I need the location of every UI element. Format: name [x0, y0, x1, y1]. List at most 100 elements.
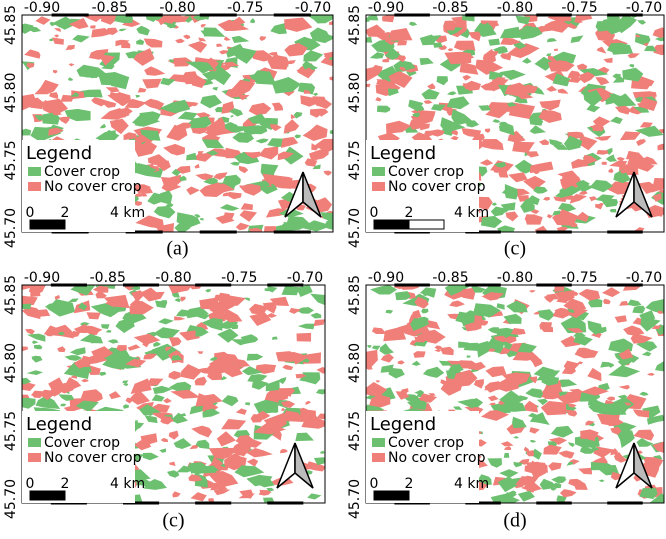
field-patch: [264, 288, 271, 292]
field-patch: [451, 130, 459, 136]
field-patch: [471, 285, 487, 293]
field-patch: [190, 492, 207, 502]
field-patch: [500, 53, 512, 61]
field-patch: [309, 146, 329, 161]
field-patch: [485, 128, 491, 133]
field-patch: [603, 418, 624, 427]
x-tick-label: -0.80: [155, 270, 191, 286]
field-patch: [443, 20, 457, 31]
field-patch: [546, 85, 558, 92]
field-patch: [641, 351, 652, 357]
field-patch: [163, 143, 186, 156]
field-patch: [129, 390, 150, 405]
legend-swatch: [372, 453, 385, 462]
field-patch: [239, 210, 257, 222]
field-patch: [627, 299, 642, 307]
field-patch: [201, 465, 220, 472]
field-patch: [185, 61, 214, 74]
field-patch: [239, 94, 250, 101]
field-patch: [523, 446, 530, 452]
field-patch: [199, 182, 227, 197]
field-patch: [430, 104, 446, 111]
field-patch: [552, 73, 571, 87]
field-patch: [408, 99, 424, 112]
field-patch: [310, 293, 325, 306]
field-patch: [216, 431, 236, 447]
field-patch: [140, 433, 158, 447]
field-patch: [153, 205, 176, 219]
field-patch: [512, 416, 527, 429]
field-patch: [253, 399, 279, 414]
field-patch: [160, 77, 176, 86]
field-patch: [440, 379, 449, 387]
field-patch: [174, 298, 181, 303]
field-patch: [131, 290, 145, 303]
field-patch: [278, 388, 293, 397]
map-panel: -0.90 -0.85 -0.80 -0.75 -0.70 45.85 45.80 45.75…: [347, 0, 665, 260]
field-patch: [328, 21, 333, 25]
field-patch: [379, 343, 394, 355]
field-patch: [91, 28, 111, 38]
y-tick-label: 45.70: [347, 479, 363, 519]
field-patch: [163, 398, 172, 404]
field-patch: [529, 412, 550, 425]
field-patch: [212, 87, 218, 91]
field-patch: [366, 382, 388, 397]
field-patch: [570, 290, 579, 296]
field-patch: [227, 48, 238, 55]
field-patch: [534, 225, 549, 232]
field-patch: [168, 15, 190, 23]
field-patch: [284, 17, 313, 32]
field-patch: [281, 146, 304, 165]
map-panel: -0.90 -0.85 -0.80 -0.75 -0.70 45.85 45.80 45.75…: [3, 0, 334, 260]
field-patch: [530, 209, 540, 214]
field-patch: [414, 296, 429, 309]
field-patch: [246, 353, 264, 361]
field-patch: [367, 345, 372, 348]
field-patch: [547, 15, 572, 22]
scale-label: 2: [405, 476, 414, 492]
legend-swatch: [28, 182, 41, 191]
field-patch: [576, 63, 588, 70]
field-patch: [215, 214, 235, 224]
field-patch: [478, 474, 492, 486]
field-patch: [529, 116, 544, 126]
field-patch: [277, 394, 289, 401]
field-patch: [320, 450, 325, 454]
field-patch: [91, 15, 109, 20]
field-patch: [287, 387, 295, 396]
field-patch: [310, 312, 322, 319]
field-patch: [230, 115, 234, 118]
field-patch: [471, 133, 485, 142]
field-patch: [95, 290, 107, 299]
field-patch: [502, 372, 531, 386]
field-patch: [457, 398, 482, 409]
field-patch: [580, 429, 599, 440]
field-patch: [240, 203, 253, 210]
field-patch: [571, 158, 593, 169]
field-patch: [419, 58, 434, 66]
field-patch: [573, 332, 586, 337]
field-patch: [379, 83, 394, 91]
field-patch: [133, 333, 161, 345]
field-patch: [323, 170, 332, 176]
field-patch: [546, 53, 552, 56]
field-patch: [658, 189, 664, 193]
field-patch: [512, 345, 540, 361]
field-patch: [31, 340, 39, 344]
field-patch: [315, 389, 325, 395]
field-patch: [506, 102, 517, 107]
field-patch: [657, 310, 664, 314]
field-patch: [122, 404, 129, 409]
map-frame: [21, 284, 326, 504]
field-patch: [453, 40, 476, 51]
field-patch: [259, 36, 267, 41]
field-patch: [570, 222, 578, 228]
field-patch: [58, 394, 75, 401]
field-patch: [281, 400, 296, 408]
field-patch: [313, 138, 333, 152]
field-patch: [566, 461, 574, 466]
x-tick-label: -0.75: [221, 270, 257, 286]
field-patch: [642, 405, 661, 419]
field-patch: [105, 329, 112, 333]
